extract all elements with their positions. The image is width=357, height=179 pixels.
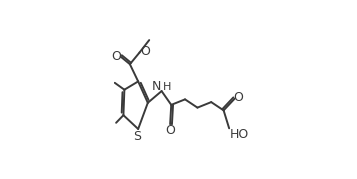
Text: H: H [163,82,171,92]
Text: O: O [141,45,151,58]
Text: HO: HO [230,128,249,141]
Text: O: O [112,50,121,63]
Text: N: N [151,80,161,93]
Text: S: S [134,130,141,143]
Text: O: O [233,91,243,104]
Text: O: O [165,124,175,137]
